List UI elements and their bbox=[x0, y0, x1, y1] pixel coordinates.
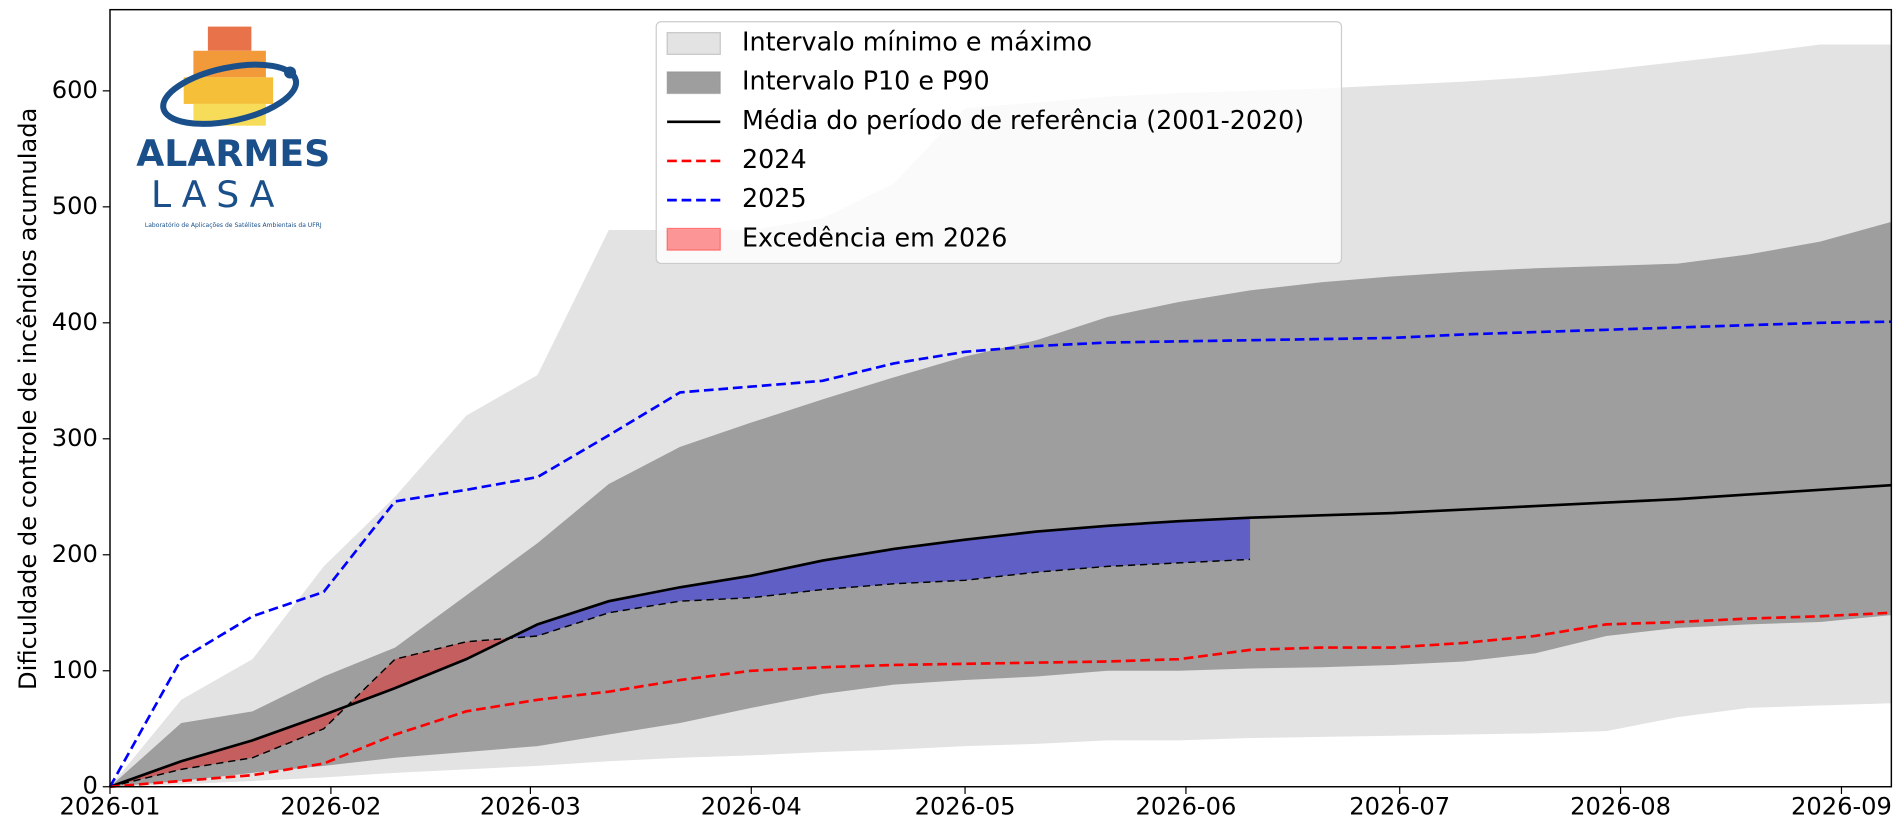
legend-patch bbox=[666, 227, 721, 251]
x-tick-label: 2026-02 bbox=[280, 792, 381, 820]
x-tick-label: 2026-09 bbox=[1791, 792, 1892, 820]
y-tick-label: 500 bbox=[52, 192, 98, 220]
y-tick-label: 400 bbox=[52, 308, 98, 336]
logo-title: ALARMES bbox=[136, 132, 330, 175]
plot-area bbox=[108, 44, 1892, 789]
year-2026-line bbox=[109, 558, 1251, 788]
y-tick-label: 100 bbox=[52, 656, 98, 684]
x-tick-label: 2026-08 bbox=[1570, 792, 1671, 820]
y-tick-label: 0 bbox=[83, 772, 98, 800]
legend: Intervalo mínimo e máximo Intervalo P10 e… bbox=[655, 21, 1343, 265]
series-line bbox=[109, 483, 1892, 788]
logo-subtitle: LASA bbox=[151, 173, 284, 216]
legend-label: 2025 bbox=[742, 183, 807, 213]
band-area bbox=[109, 221, 1892, 787]
y-tick-label: 600 bbox=[52, 76, 98, 104]
legend-label: 2024 bbox=[742, 144, 807, 174]
legend-patch bbox=[666, 32, 721, 55]
y-axis-label: Dificuldade de controle de incêndios acu… bbox=[14, 108, 42, 690]
x-tick-label: 2026-07 bbox=[1349, 792, 1450, 820]
x-tick-label: 2026-06 bbox=[1135, 792, 1236, 820]
exceedance-area bbox=[346, 638, 510, 707]
axes-frame bbox=[109, 8, 1893, 788]
logo-orbit bbox=[160, 61, 300, 127]
legend-label: Média do período de referência (2001-202… bbox=[742, 105, 1304, 135]
y-tick-label: 300 bbox=[52, 424, 98, 452]
deficit-area bbox=[509, 517, 1251, 639]
legend-label: Intervalo mínimo e máximo bbox=[742, 27, 1092, 57]
y-tick-label: 200 bbox=[52, 540, 98, 568]
series-line bbox=[109, 611, 1892, 789]
x-tick-label: 2026-03 bbox=[480, 792, 581, 820]
logo-dot bbox=[284, 66, 297, 79]
logo-caption: Laboratório de Aplicações de Satélites A… bbox=[145, 221, 322, 229]
logo: ALARMES LASA Laboratório de Aplicações d… bbox=[136, 26, 330, 229]
legend-box bbox=[655, 21, 1343, 265]
x-tick-label: 2026-04 bbox=[701, 792, 802, 820]
x-tick-label: 2026-05 bbox=[915, 792, 1016, 820]
legend-label: Intervalo P10 e P90 bbox=[742, 66, 990, 96]
x-tick-label: 2026-01 bbox=[60, 792, 161, 820]
legend-patch bbox=[666, 71, 721, 95]
legend-label: Excedência em 2026 bbox=[742, 222, 1007, 252]
